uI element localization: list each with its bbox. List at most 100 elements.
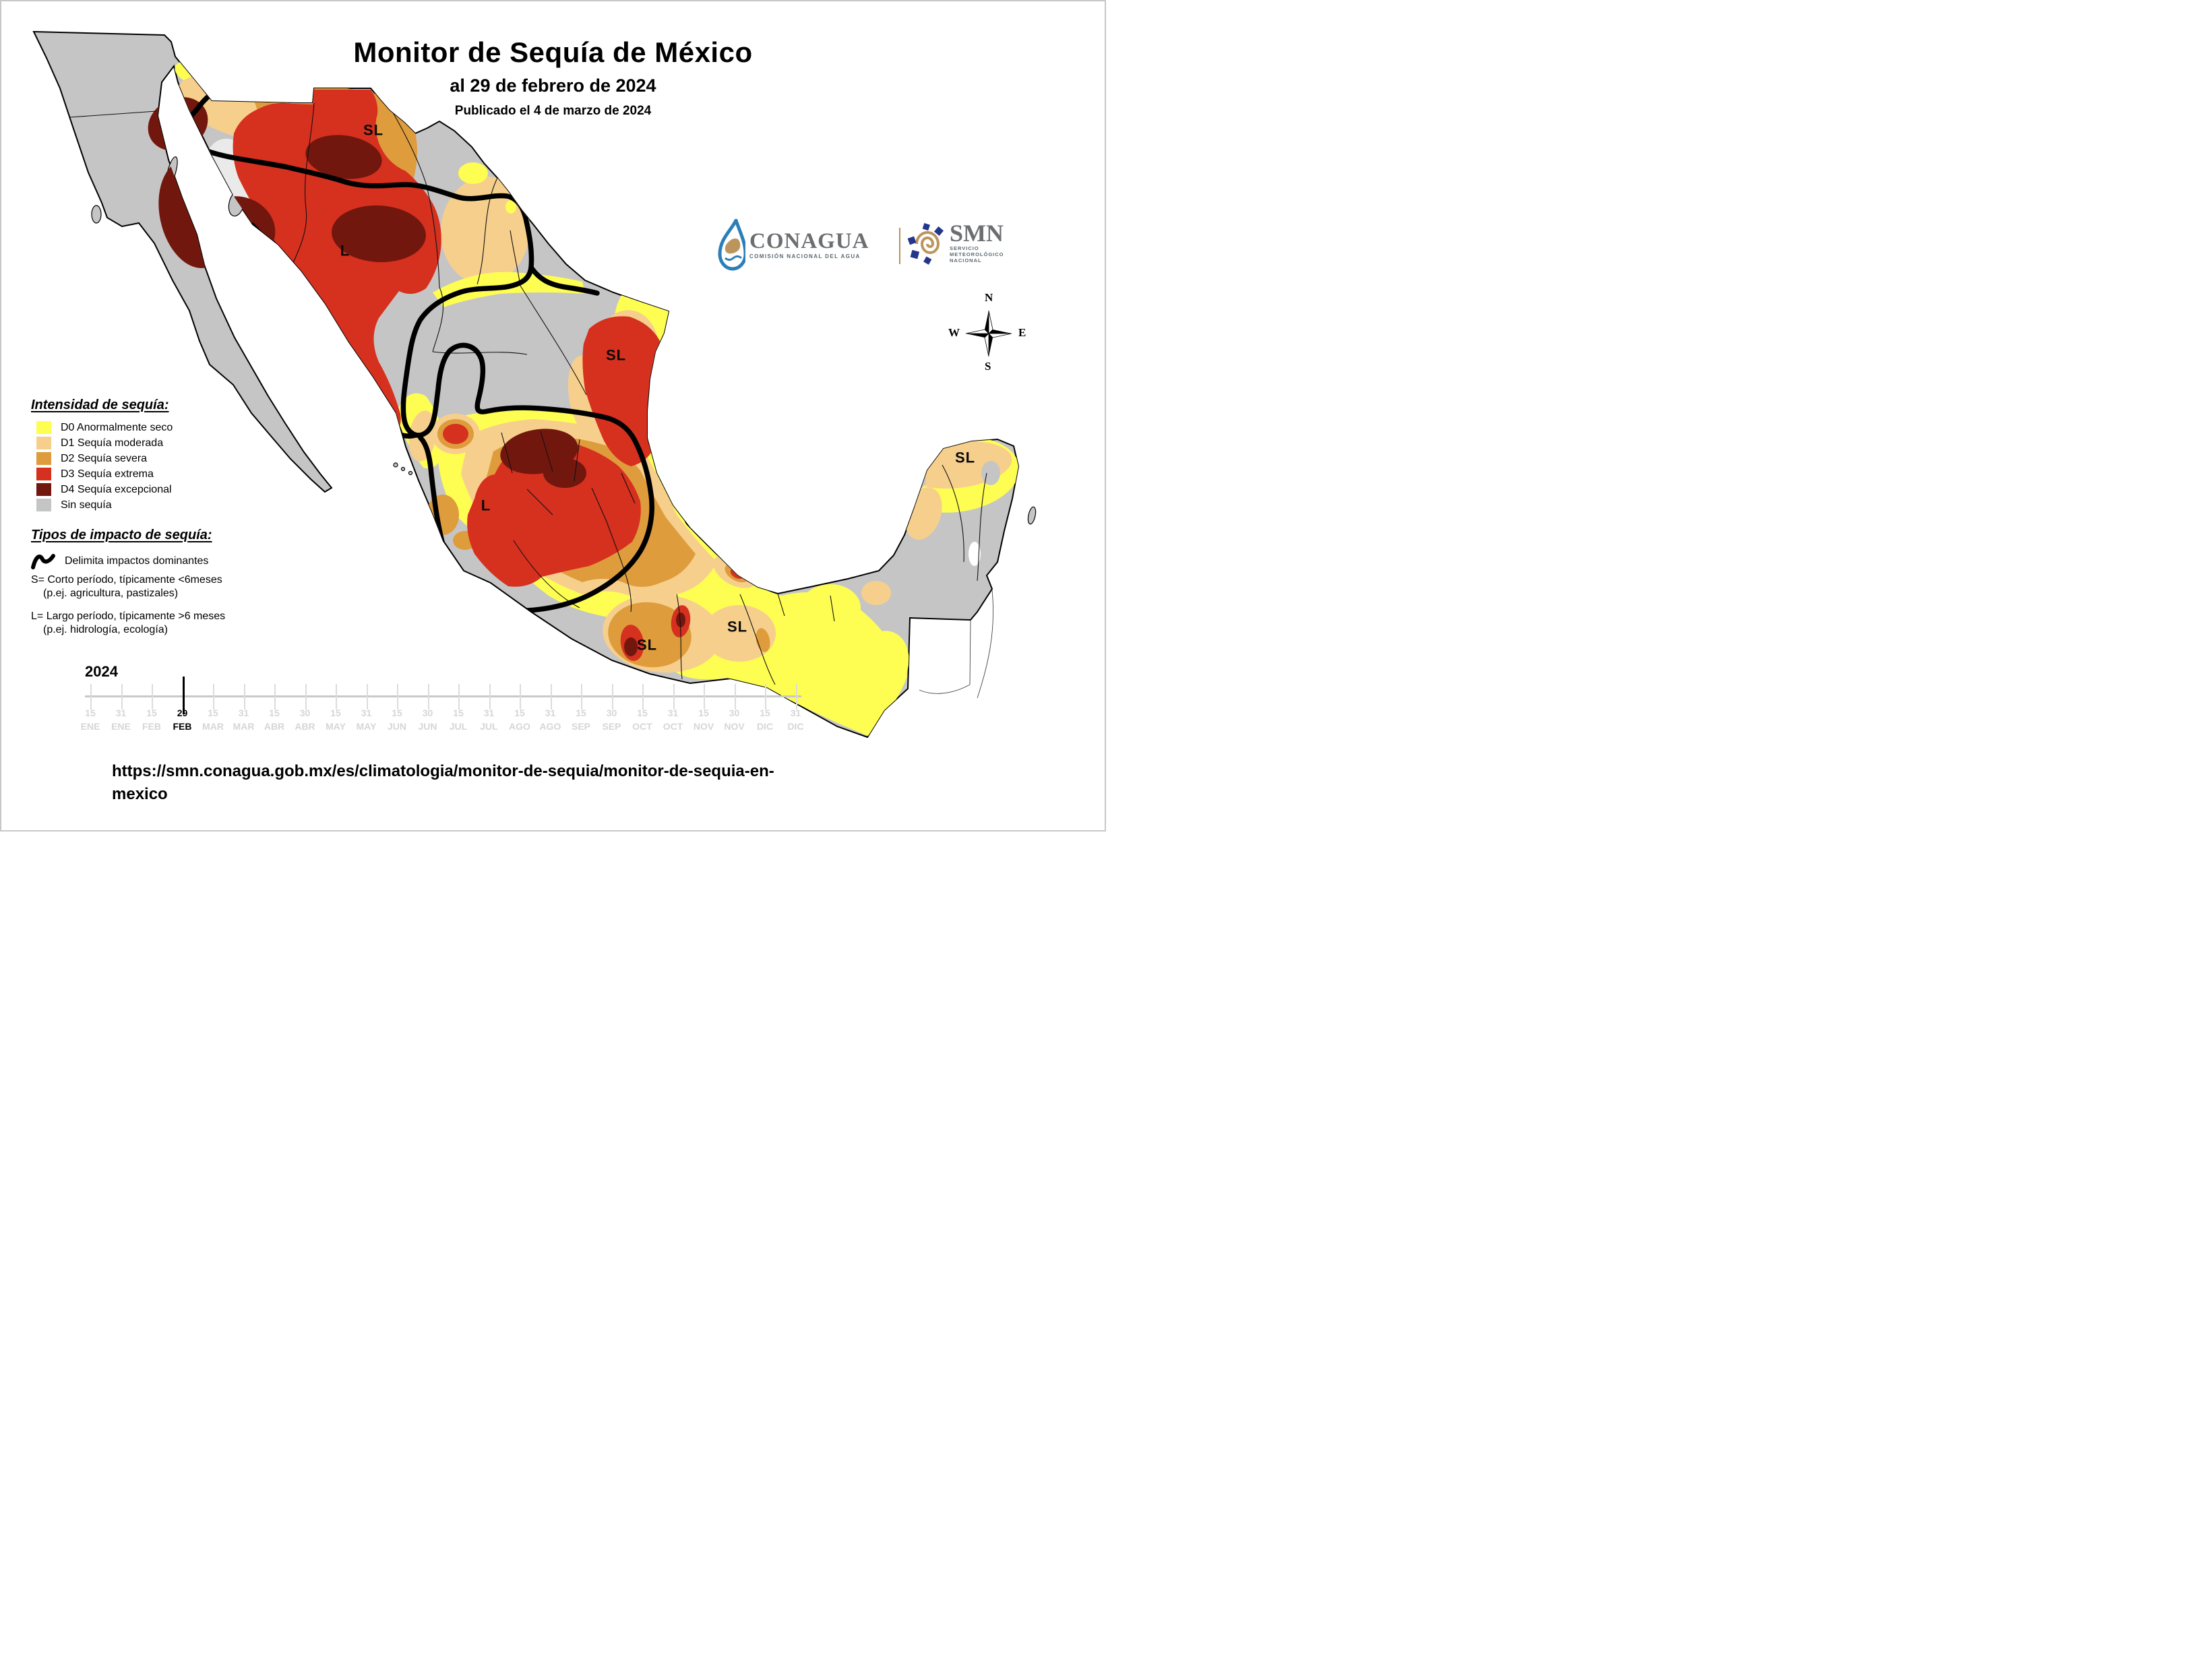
compass-west: W	[948, 326, 960, 339]
timeline-tick-day: 31	[667, 708, 679, 718]
timeline-tick	[90, 684, 92, 710]
legend-heading: Intensidad de sequía:	[31, 398, 169, 412]
timeline-tick-day: 15	[576, 708, 586, 718]
legend-swatch	[36, 437, 51, 449]
conagua-drop-icon	[718, 219, 745, 271]
timeline-tick-month: OCT	[632, 721, 652, 732]
timeline-tick	[213, 684, 214, 710]
timeline-tick-month: JUN	[418, 721, 437, 732]
timeline-tick-day: 31	[361, 708, 372, 718]
timeline-tick-month: JUN	[387, 721, 406, 732]
timeline-tick-day: 15	[269, 708, 280, 718]
conagua-name: CONAGUA	[749, 229, 869, 253]
timeline-tick-month: DIC	[756, 721, 774, 732]
timeline-tick	[121, 684, 123, 710]
timeline-tick-day: 31	[790, 708, 801, 718]
compass-north: N	[985, 291, 993, 304]
timeline-axis	[85, 695, 801, 697]
impact-zone-label-sl: SL	[727, 618, 748, 635]
timeline-tick-month: MAY	[326, 721, 346, 732]
legend-label: D4 Sequía excepcional	[61, 483, 172, 495]
timeline-tick-month: OCT	[663, 721, 683, 732]
timeline-tick-day: 15	[392, 708, 402, 718]
timeline-tick-day: 15	[760, 708, 770, 718]
impact-text-line: (p.ej. hidrología, ecología)	[43, 624, 168, 635]
impact-zone-label-l: L	[340, 242, 350, 259]
legend-item: D1 Sequía moderada	[31, 435, 253, 451]
compass-rose: N E S W	[948, 291, 1029, 373]
legend-swatch	[36, 483, 51, 496]
legend-label: D1 Sequía moderada	[61, 437, 164, 449]
timeline-tick	[427, 684, 429, 710]
timeline-tick	[795, 684, 797, 710]
timeline-tick	[243, 684, 245, 710]
timeline-tick-day: 15	[330, 708, 341, 718]
timeline-tick-day: 31	[238, 708, 249, 718]
compass-east: E	[1018, 326, 1026, 339]
smn-subtitle-line: METEOROLÓGICO	[950, 251, 1004, 257]
timeline-tick-day: 30	[729, 708, 740, 718]
timeline-tick-day: 15	[637, 708, 648, 718]
drought-monitor-page: Monitor de Sequía de México al 29 de feb…	[0, 0, 1106, 832]
timeline-tick	[581, 684, 582, 710]
conagua-subtitle: COMISIÓN NACIONAL DEL AGUA	[749, 253, 861, 259]
neighbor-country-outlines	[919, 590, 993, 699]
timeline-tick-day: 15	[453, 708, 464, 718]
timeline-tick	[397, 684, 398, 710]
timeline-tick	[611, 684, 613, 710]
timeline-tick-day: 15	[208, 708, 218, 718]
smn-name: SMN	[950, 220, 1004, 247]
legend-swatch	[36, 499, 51, 511]
timeline-tick-day: 30	[299, 708, 311, 718]
timeline-tick-day: 15	[514, 708, 525, 718]
impact-zone-label-sl: SL	[605, 346, 627, 364]
page-title: Monitor de Sequía de México	[353, 36, 753, 68]
timeline-tick-day: 15	[698, 708, 709, 718]
timeline-tick	[765, 684, 766, 710]
timeline-tick	[734, 684, 736, 710]
smn-subtitle-line: NACIONAL	[950, 257, 982, 263]
timeline-tick	[336, 684, 337, 710]
legend-item: D4 Sequía excepcional	[31, 482, 253, 497]
legend-items: D0 Anormalmente seco D1 Sequía moderada D2…	[31, 420, 253, 513]
timeline-tick-month: MAY	[356, 721, 377, 732]
timeline-tick-day: 30	[606, 708, 617, 718]
smn-spiral-icon	[907, 222, 944, 265]
timeline-tick	[182, 677, 185, 714]
legend-label: D0 Anormalmente seco	[61, 421, 173, 433]
smn-subtitle: SERVICIO METEOROLÓGICO NACIONAL	[950, 245, 1004, 263]
legend-swatch	[36, 421, 51, 434]
timeline-tick-month: JUL	[449, 721, 468, 732]
legend-item: Sin sequía	[31, 497, 253, 513]
source-url: https://smn.conagua.gob.mx/es/climatolog…	[112, 760, 1008, 806]
legend-item: D0 Anormalmente seco	[31, 420, 253, 435]
impact-lines: S= Corto período, típicamente <6meses (p.…	[31, 574, 253, 636]
timeline-tick-day: 31	[483, 708, 495, 718]
impact-text-line: L= Largo período, típicamente >6 meses	[31, 610, 226, 622]
timeline-tick	[305, 684, 307, 710]
timeline-tick	[520, 684, 521, 710]
map-date: al 29 de febrero de 2024	[450, 75, 656, 96]
timeline-tick-month: MAR	[202, 721, 224, 732]
legend-item: D2 Sequía severa	[31, 451, 253, 466]
source-url-line2: mexico	[112, 785, 168, 803]
timeline-tick-month: AGO	[509, 721, 530, 732]
impact-zone-label-sl: SL	[636, 636, 658, 654]
impact-text-line: S= Corto período, típicamente <6meses	[31, 574, 222, 586]
timeline-tick-day: 29	[177, 708, 188, 718]
timeline-tick	[489, 684, 491, 710]
legend-swatch	[36, 468, 51, 480]
impact-zone-label-l: L	[481, 497, 491, 514]
compass-south: S	[985, 360, 991, 373]
timeline-tick-day: 31	[545, 708, 556, 718]
timeline-tick-month: ENE	[80, 721, 100, 732]
impact-zone-label-sl: SL	[363, 121, 384, 139]
timeline-tick	[152, 684, 153, 710]
timeline-tick-month: NOV	[724, 721, 745, 732]
timeline-tick-month: MAR	[233, 721, 255, 732]
impact-symbol-label: Delimita impactos dominantes	[65, 555, 209, 567]
source-url-line1: https://smn.conagua.gob.mx/es/climatolog…	[112, 762, 774, 780]
timeline-tick	[274, 684, 276, 710]
timeline-tick-day: 15	[146, 708, 157, 718]
timeline-tick	[704, 684, 705, 710]
